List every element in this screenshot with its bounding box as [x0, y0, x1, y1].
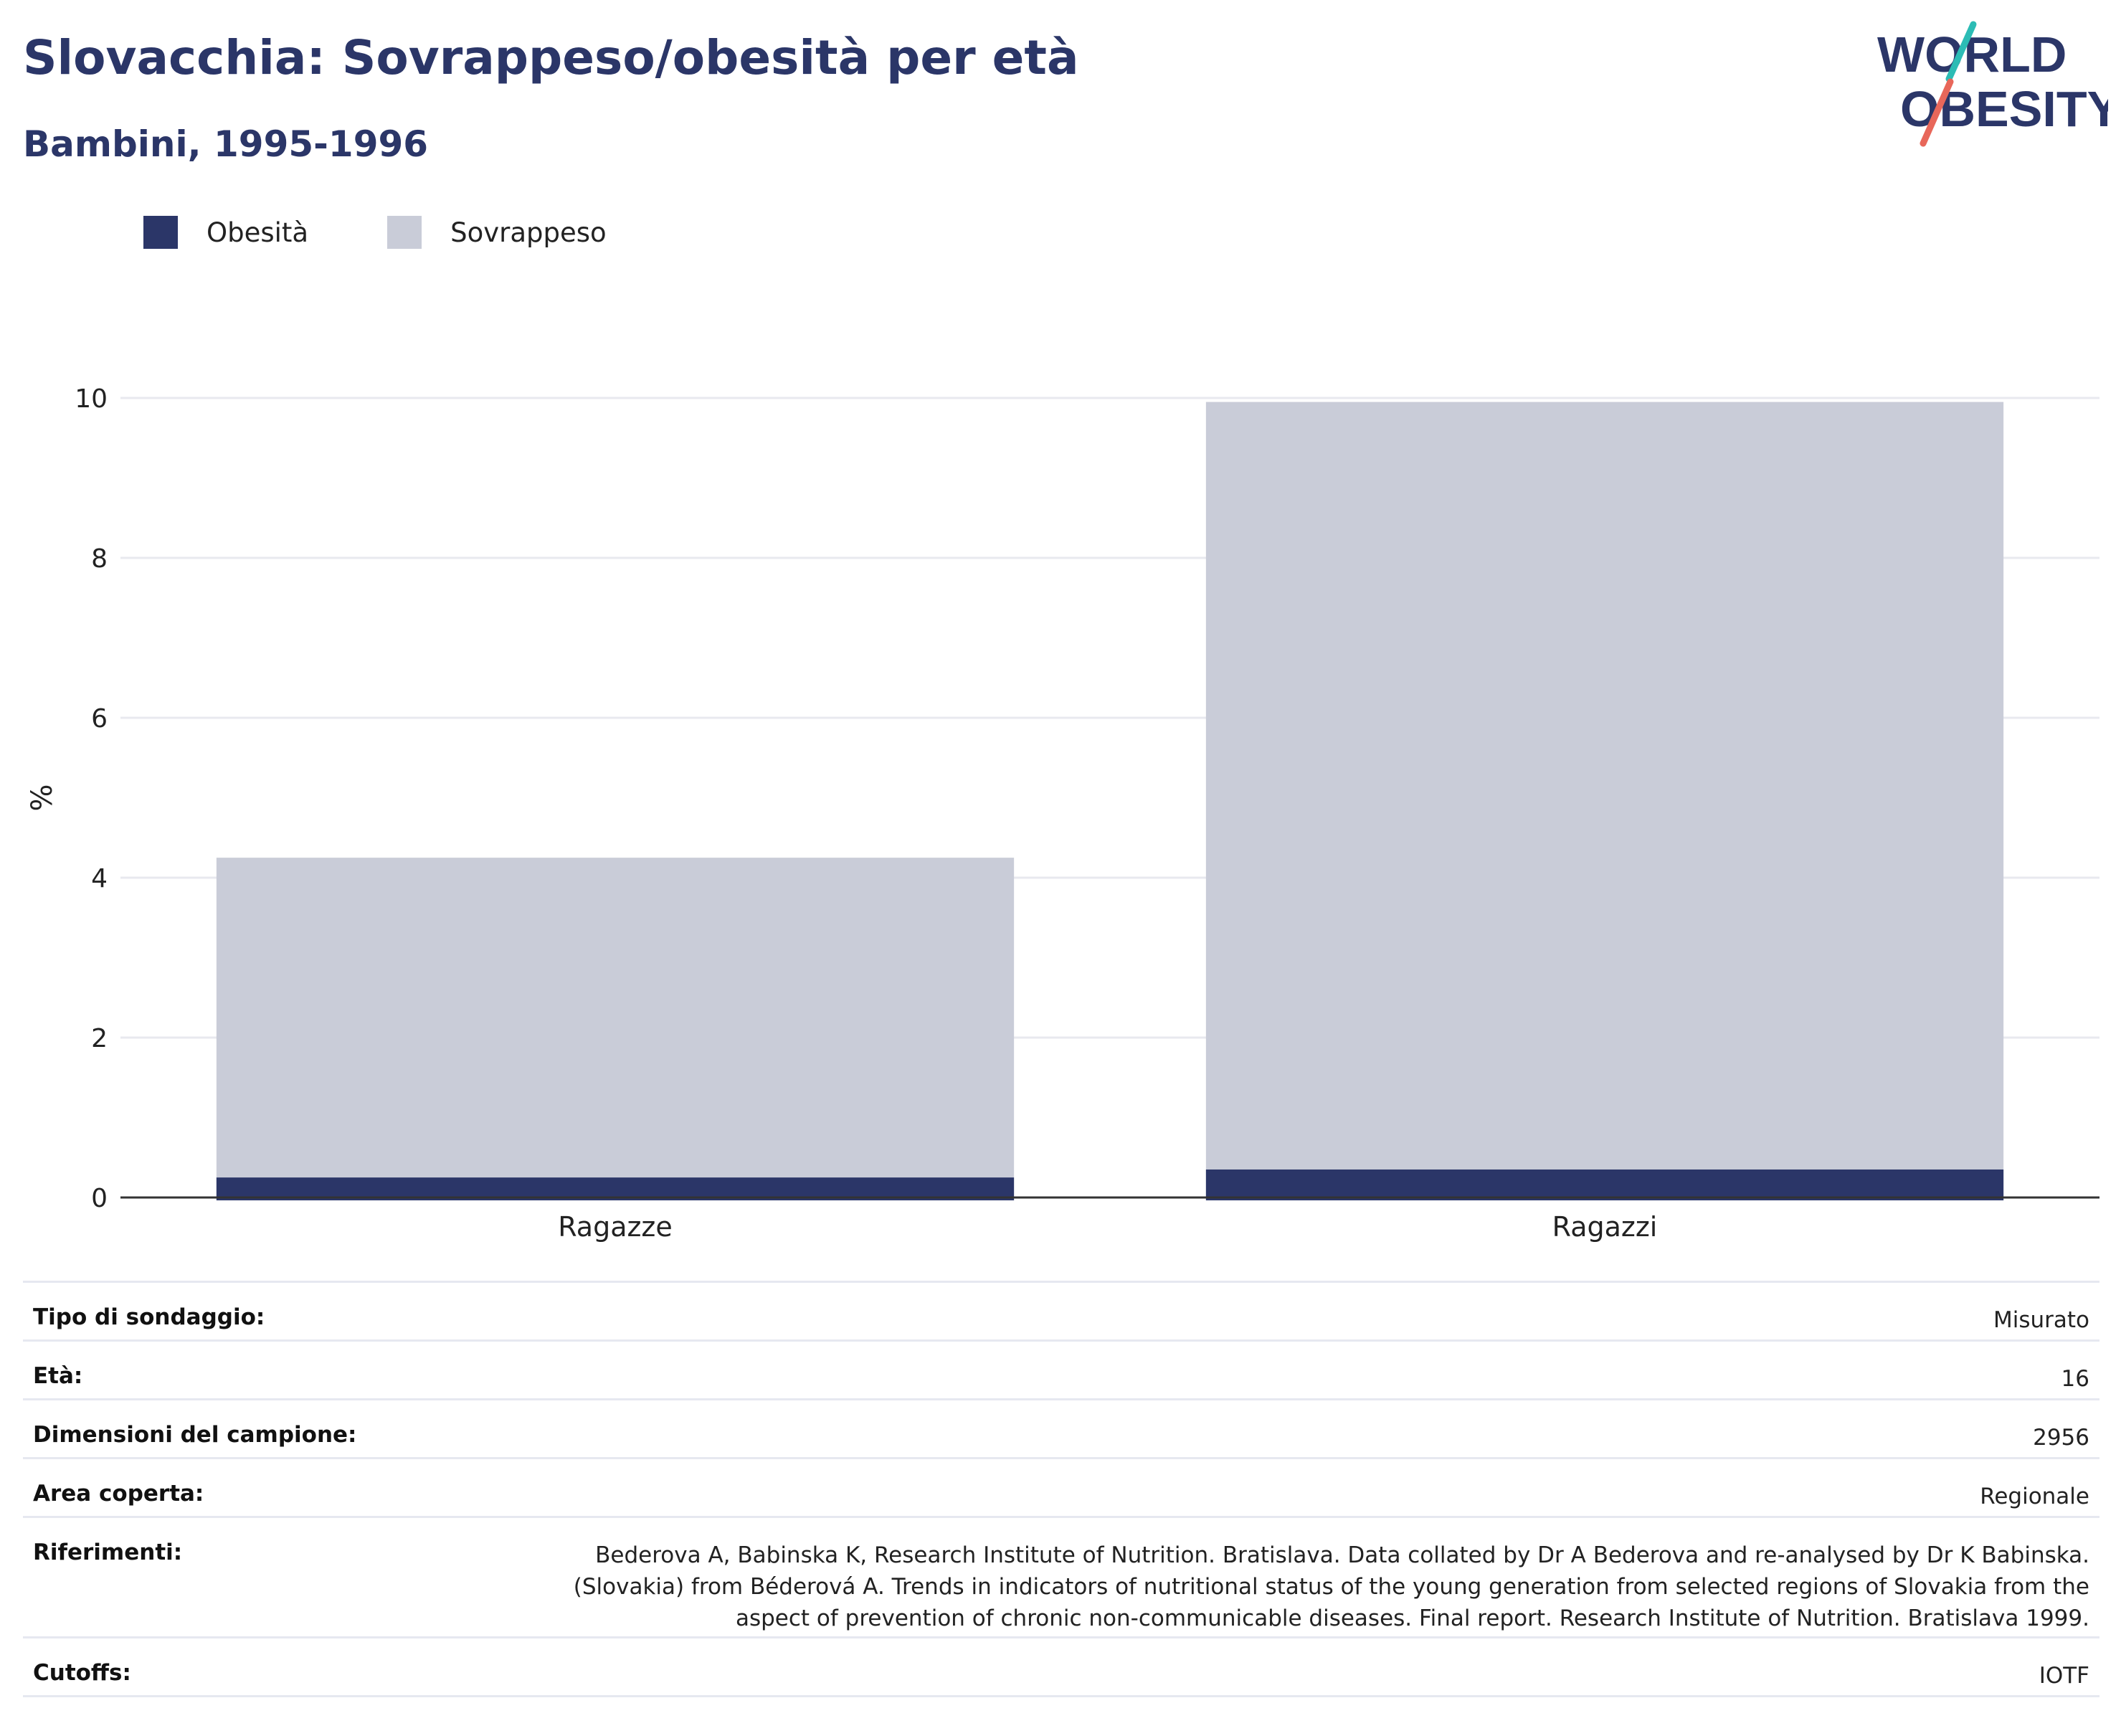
- info-row-survey-type: Tipo di sondaggio: Misurato: [23, 1281, 2099, 1342]
- reference-line: Bederova A, Babinska K, Research Institu…: [595, 1542, 2089, 1568]
- bar-sovrappeso-ragazzi: [1205, 402, 2004, 1201]
- info-value: 16: [402, 1339, 2099, 1400]
- chart-legend: Obesità Sovrappeso: [143, 212, 685, 252]
- chart-title: Slovacchia: Sovrappeso/obesità per età: [23, 30, 1079, 85]
- reference-line: aspect of prevention of chronic non-comm…: [735, 1605, 2089, 1631]
- y-tick-label: 10: [75, 384, 108, 414]
- legend-swatch-obesity: [143, 216, 178, 249]
- y-axis-label: %: [26, 784, 59, 811]
- info-key: Area coperta:: [23, 1457, 403, 1518]
- logo-word-world: WORLD: [1877, 27, 2067, 82]
- info-value-references: Bederova A, Babinska K, Research Institu…: [402, 1516, 2099, 1638]
- bar-obesit--ragazzi: [1205, 1169, 2004, 1200]
- info-row-references: Riferimenti: Bederova A, Babinska K, Res…: [23, 1516, 2099, 1638]
- info-key: Dimensioni del campione:: [23, 1398, 403, 1459]
- legend-label-obesity: Obesità: [207, 217, 309, 248]
- legend-swatch-overweight: [387, 216, 422, 249]
- info-row-cutoffs: Cutoffs: IOTF: [23, 1636, 2099, 1697]
- y-tick-label: 8: [91, 544, 108, 574]
- y-tick-label: 6: [91, 704, 108, 734]
- x-tick-label: Ragazzi: [1552, 1211, 1658, 1243]
- info-value: Misurato: [402, 1281, 2099, 1342]
- y-tick-label: 0: [91, 1184, 108, 1213]
- info-value: Regionale: [402, 1457, 2099, 1518]
- info-value: IOTF: [402, 1636, 2099, 1697]
- survey-info-table: Tipo di sondaggio: Misurato Età: 16 Dime…: [23, 1281, 2099, 1697]
- legend-label-overweight: Sovrappeso: [450, 217, 607, 248]
- reference-line: (Slovakia) from Béderová A. Trends in in…: [573, 1574, 2089, 1600]
- info-row-age: Età: 16: [23, 1339, 2099, 1400]
- legend-item-obesity[interactable]: Obesità: [143, 216, 308, 249]
- info-row-sample-size: Dimensioni del campione: 2956: [23, 1398, 2099, 1459]
- bar-sovrappeso-ragazze: [216, 858, 1015, 1200]
- info-key: Età:: [23, 1339, 403, 1400]
- info-row-area: Area coperta: Regionale: [23, 1457, 2099, 1518]
- legend-item-overweight[interactable]: Sovrappeso: [387, 216, 607, 249]
- logo-slash-teal: [1945, 21, 1977, 82]
- info-key: Riferimenti:: [23, 1516, 403, 1638]
- y-tick-label: 2: [91, 1024, 108, 1053]
- bar-chart: 0 2 4 6 8 10% Ragazze Ragazzi: [26, 384, 2099, 1243]
- y-tick-label: 4: [91, 864, 108, 893]
- chart-subtitle: Bambini, 1995-1996: [23, 123, 429, 165]
- logo-slash-red: [1920, 78, 1954, 147]
- info-key: Cutoffs:: [23, 1636, 403, 1697]
- x-tick-label: Ragazze: [558, 1211, 673, 1243]
- info-key: Tipo di sondaggio:: [23, 1281, 403, 1342]
- info-value: 2956: [402, 1398, 2099, 1459]
- world-obesity-logo: WORLD OBESITY: [1877, 21, 2108, 147]
